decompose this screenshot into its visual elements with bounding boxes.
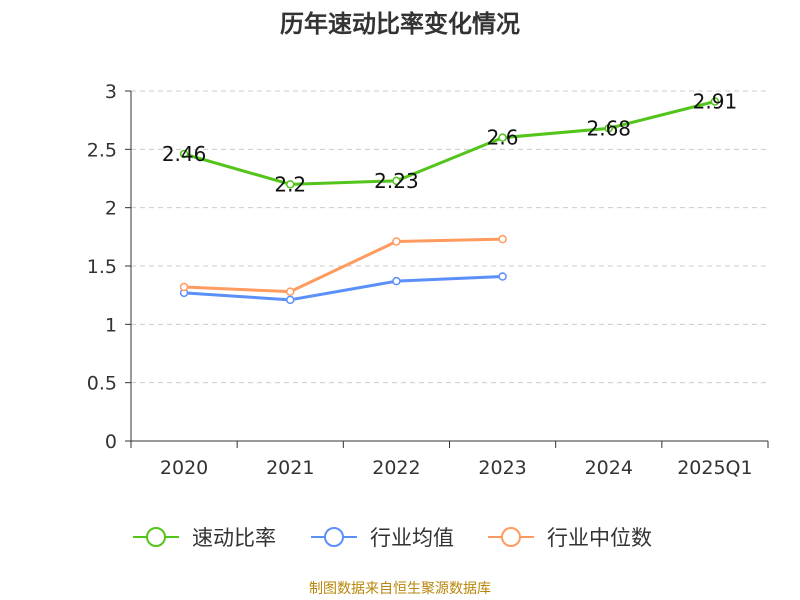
legend-marker [146,527,166,547]
data-point [604,124,613,133]
x-tick-label: 2021 [266,457,314,479]
y-tick-label: 3 [105,81,117,103]
series-line-3 [184,237,503,294]
data-point [710,97,720,106]
series-line-1 [183,100,716,186]
x-tick-label: 2023 [478,457,526,479]
y-tick-label: 2.5 [87,139,117,161]
legend-marker [501,527,521,547]
y-tick-label: 0 [105,431,117,453]
data-label: 2.91 [693,90,738,114]
data-point [498,272,507,281]
data-point [179,149,189,159]
data-point [392,176,401,186]
data-label: 2.68 [586,116,631,140]
legend-label: 行业均值 [370,526,454,550]
y-tick-label: 1 [105,314,117,336]
legend-marker [324,527,344,547]
chart-title: 历年速动比率变化情况 [280,10,520,38]
series-line-2 [183,275,503,302]
x-tick-label: 2025Q1 [677,457,752,479]
data-label: 2.6 [487,126,519,150]
legend-label: 速动比率 [192,526,276,550]
data-point [392,237,401,246]
y-tick-label: 1.5 [87,256,117,278]
data-point [179,282,189,292]
x-tick-label: 2024 [585,457,633,479]
data-point [392,276,401,286]
data-point [286,287,295,296]
data-point [498,133,507,142]
source-note: 制图数据来自恒生聚源数据库 [309,581,491,597]
data-label: 2.23 [374,169,419,193]
y-tick-label: 2 [105,198,117,220]
data-label: 2.46 [162,142,207,166]
y-tick-label: 0.5 [87,373,117,395]
data-point [286,180,295,189]
x-tick-label: 2022 [372,457,420,479]
x-tick-label: 2020 [160,457,208,479]
data-point [286,295,295,305]
legend-label: 行业中位数 [547,526,652,550]
data-label: 2.2 [274,172,306,196]
data-point [498,234,507,244]
